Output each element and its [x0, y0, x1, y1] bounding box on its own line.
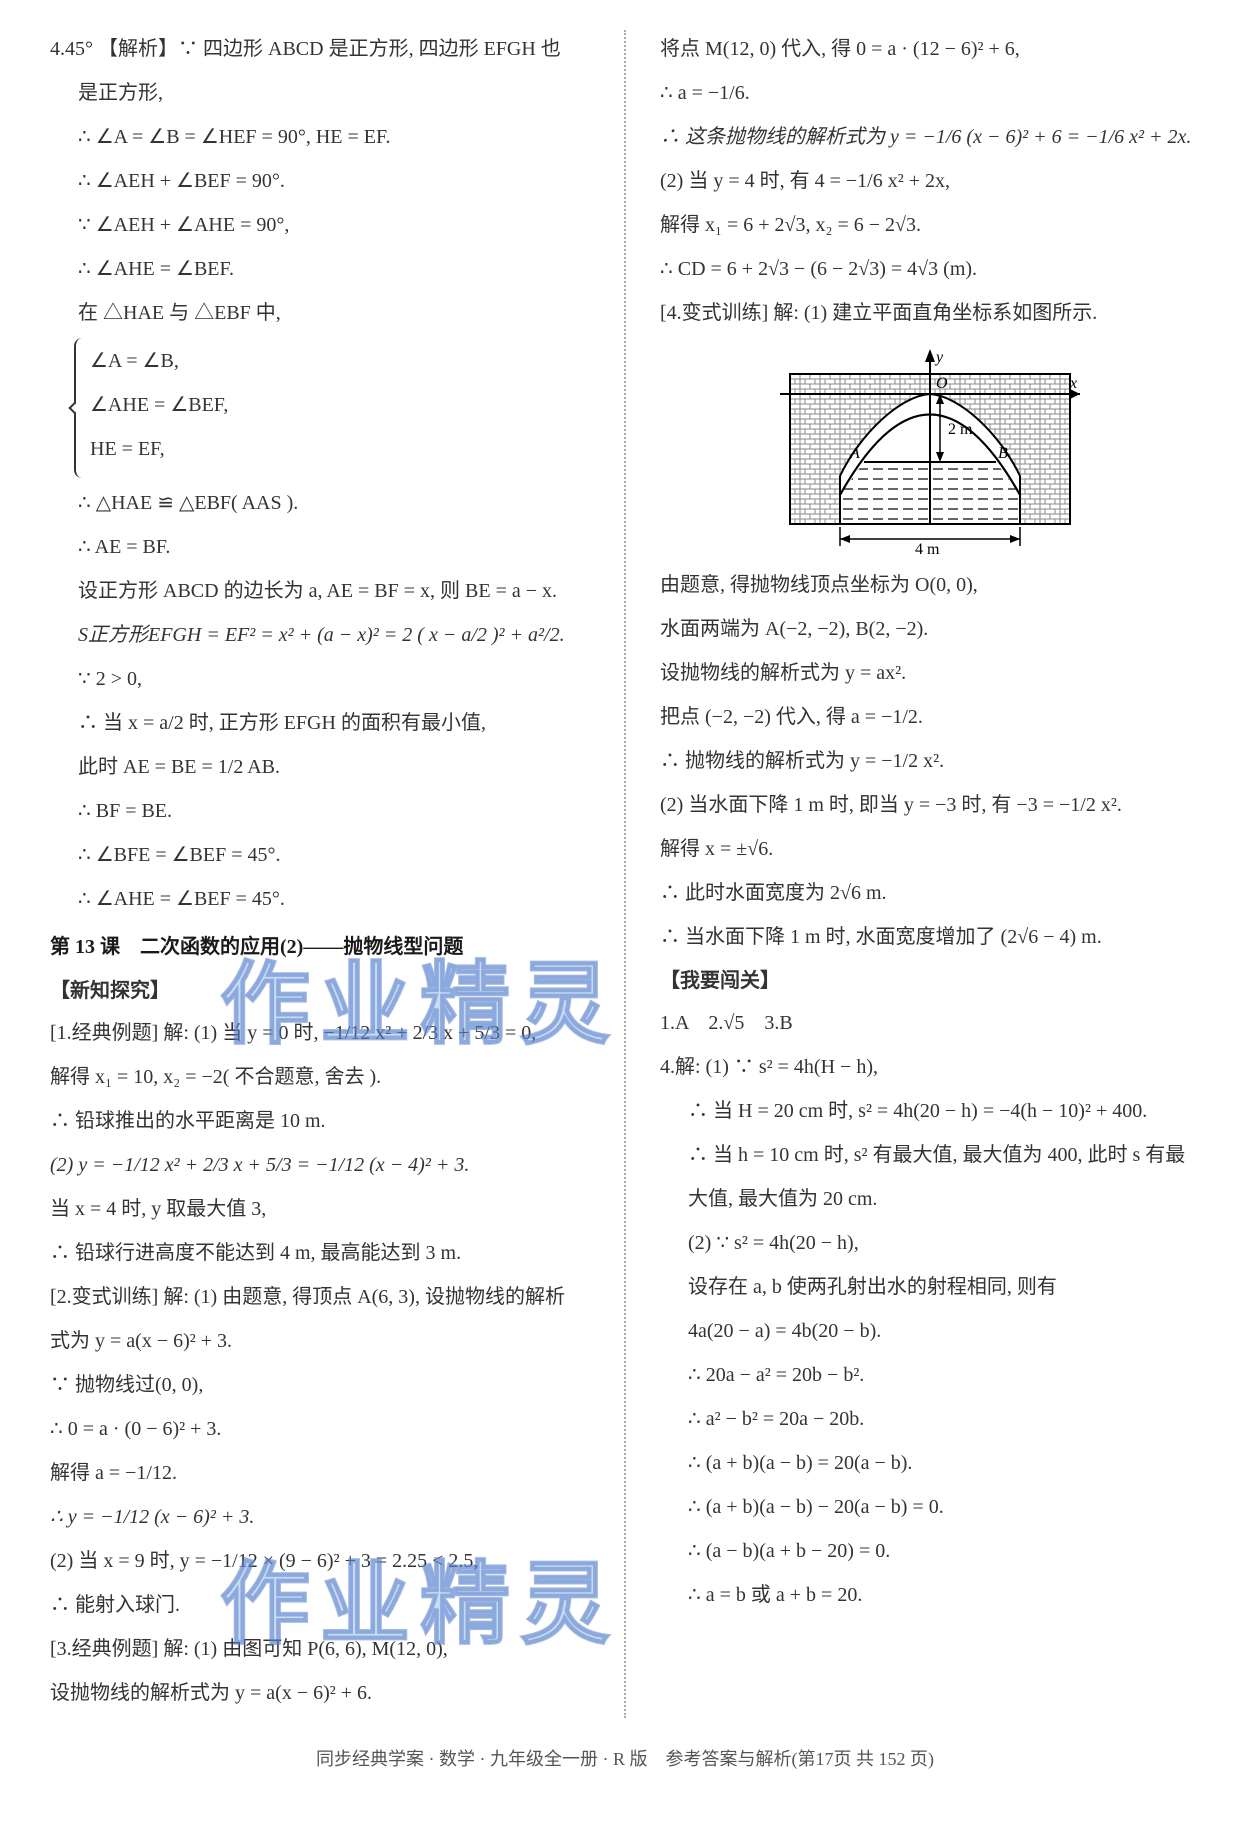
- column-divider: [624, 30, 626, 1718]
- text-line: ∴ (a − b)(a + b − 20) = 0.: [660, 1532, 1200, 1570]
- text-line: 解得 x₁ = 6 + 2√3, x₂ = 6 − 2√3.: [660, 206, 1200, 244]
- text-line: 4a(20 − a) = 4b(20 − b).: [660, 1312, 1200, 1350]
- label-4m: 4 m: [915, 541, 940, 554]
- text-line: (2) 当 x = 9 时, y = −1/12 × (9 − 6)² + 3 …: [50, 1542, 590, 1580]
- tunnel-svg: O x y A B 2 m 4 m: [780, 344, 1080, 554]
- equation-line: ∴ y = −1/12 (x − 6)² + 3.: [50, 1498, 590, 1536]
- text-line: 将点 M(12, 0) 代入, 得 0 = a · (12 − 6)² + 6,: [660, 30, 1200, 68]
- text-line: ∴ 此时水面宽度为 2√6 m.: [660, 874, 1200, 912]
- text-line: ∴ 铅球推出的水平距离是 10 m.: [50, 1102, 590, 1140]
- brace-line: ∠AHE = ∠BEF,: [90, 386, 590, 424]
- label-O: O: [936, 375, 948, 392]
- label-A: A: [849, 445, 860, 462]
- text-line: ∴ ∠AHE = ∠BEF = 45°.: [50, 880, 590, 918]
- text-line: ∴ BF = BE.: [50, 792, 590, 830]
- text-line: 是正方形,: [50, 74, 590, 112]
- brace-line: HE = EF,: [90, 430, 590, 468]
- equation-line: ∴ 这条抛物线的解析式为 y = −1/6 (x − 6)² + 6 = −1/…: [660, 118, 1200, 156]
- text-line: ∴ (a + b)(a − b) − 20(a − b) = 0.: [660, 1488, 1200, 1526]
- text-line: 此时 AE = BE = 1/2 AB.: [50, 748, 590, 786]
- brace-system: ∠A = ∠B, ∠AHE = ∠BEF, HE = EF,: [74, 338, 590, 478]
- right-column: 将点 M(12, 0) 代入, 得 0 = a · (12 − 6)² + 6,…: [660, 30, 1200, 1718]
- text-line: 解得 x = ±√6.: [660, 830, 1200, 868]
- text-line: 1.A 2.√5 3.B: [660, 1004, 1200, 1042]
- text-line: 解得 a = −1/12.: [50, 1454, 590, 1492]
- text-line: ∴ 20a − a² = 20b − b².: [660, 1356, 1200, 1394]
- text-line: ∴ △HAE ≌ △EBF( AAS ).: [50, 484, 590, 522]
- text-line: ∵ 抛物线过(0, 0),: [50, 1366, 590, 1404]
- parabola-tunnel-figure: O x y A B 2 m 4 m: [660, 344, 1200, 554]
- left-column: 4.45° 【解析】∵ 四边形 ABCD 是正方形, 四边形 EFGH 也 是正…: [50, 30, 590, 1718]
- text-line: 4.45° 【解析】∵ 四边形 ABCD 是正方形, 四边形 EFGH 也: [50, 30, 590, 68]
- text-line: ∴ ∠AHE = ∠BEF.: [50, 250, 590, 288]
- text-line: ∴ ∠AEH + ∠BEF = 90°.: [50, 162, 590, 200]
- label-y: y: [934, 349, 944, 366]
- equation-line: S正方形EFGH = EF² = x² + (a − x)² = 2 ( x −…: [50, 616, 590, 654]
- text-line: 设正方形 ABCD 的边长为 a, AE = BF = x, 则 BE = a …: [50, 572, 590, 610]
- text-line: ∴ 抛物线的解析式为 y = −1/2 x².: [660, 742, 1200, 780]
- text-line: ∴ CD = 6 + 2√3 − (6 − 2√3) = 4√3 (m).: [660, 250, 1200, 288]
- text-line: 4.解: (1) ∵ s² = 4h(H − h),: [660, 1048, 1200, 1086]
- text-line: [1.经典例题] 解: (1) 当 y = 0 时, −1/12 x² + 2/…: [50, 1014, 590, 1052]
- page-two-column: 4.45° 【解析】∵ 四边形 ABCD 是正方形, 四边形 EFGH 也 是正…: [50, 30, 1200, 1718]
- text-line: ∴ ∠A = ∠B = ∠HEF = 90°, HE = EF.: [50, 118, 590, 156]
- page-footer: 同步经典学案 · 数学 · 九年级全一册 · R 版 参考答案与解析(第17页 …: [50, 1742, 1200, 1776]
- text-line: (2) 当水面下降 1 m 时, 即当 y = −3 时, 有 −3 = −1/…: [660, 786, 1200, 824]
- label-2m: 2 m: [948, 421, 973, 438]
- text-line: [4.变式训练] 解: (1) 建立平面直角坐标系如图所示.: [660, 294, 1200, 332]
- text-line: (2) ∵ s² = 4h(20 − h),: [660, 1224, 1200, 1262]
- text-line: 当 x = 4 时, y 取最大值 3,: [50, 1190, 590, 1228]
- text-line: 大值, 最大值为 20 cm.: [660, 1180, 1200, 1218]
- text-line: ∴ (a + b)(a − b) = 20(a − b).: [660, 1444, 1200, 1482]
- text-line: 设抛物线的解析式为 y = a(x − 6)² + 6.: [50, 1674, 590, 1712]
- text-line: 把点 (−2, −2) 代入, 得 a = −1/2.: [660, 698, 1200, 736]
- subsection-heading: 【我要闯关】: [660, 962, 1200, 1000]
- text-line: ∴ 能射入球门.: [50, 1586, 590, 1624]
- text-line: ∴ 铅球行进高度不能达到 4 m, 最高能达到 3 m.: [50, 1234, 590, 1272]
- brace-line: ∠A = ∠B,: [90, 342, 590, 380]
- text-line: 水面两端为 A(−2, −2), B(2, −2).: [660, 610, 1200, 648]
- text-line: ∴ 当 x = a/2 时, 正方形 EFGH 的面积有最小值,: [50, 704, 590, 742]
- text-line: ∴ a² − b² = 20a − 20b.: [660, 1400, 1200, 1438]
- text-line: [3.经典例题] 解: (1) 由图可知 P(6, 6), M(12, 0),: [50, 1630, 590, 1668]
- text-line: 设存在 a, b 使两孔射出水的射程相同, 则有: [660, 1268, 1200, 1306]
- text-line: 由题意, 得抛物线顶点坐标为 O(0, 0),: [660, 566, 1200, 604]
- text-line: ∴ a = −1/6.: [660, 74, 1200, 112]
- text-line: ∴ 当水面下降 1 m 时, 水面宽度增加了 (2√6 − 4) m.: [660, 918, 1200, 956]
- lesson-title: 第 13 课 二次函数的应用(2)——抛物线型问题: [50, 928, 590, 966]
- equation-line: (2) y = −1/12 x² + 2/3 x + 5/3 = −1/12 (…: [50, 1146, 590, 1184]
- text-line: ∴ 0 = a · (0 − 6)² + 3.: [50, 1410, 590, 1448]
- text-line: 式为 y = a(x − 6)² + 3.: [50, 1322, 590, 1360]
- text-line: ∴ 当 h = 10 cm 时, s² 有最大值, 最大值为 400, 此时 s…: [660, 1136, 1200, 1174]
- text-line: ∵ ∠AEH + ∠AHE = 90°,: [50, 206, 590, 244]
- text-line: 解得 x₁ = 10, x₂ = −2( 不合题意, 舍去 ).: [50, 1058, 590, 1096]
- text-line: ∴ ∠BFE = ∠BEF = 45°.: [50, 836, 590, 874]
- text-line: ∴ a = b 或 a + b = 20.: [660, 1576, 1200, 1614]
- subsection-heading: 【新知探究】: [50, 972, 590, 1010]
- text-line: ∴ AE = BF.: [50, 528, 590, 566]
- label-B: B: [998, 445, 1008, 462]
- text-line: ∴ 当 H = 20 cm 时, s² = 4h(20 − h) = −4(h …: [660, 1092, 1200, 1130]
- text-line: (2) 当 y = 4 时, 有 4 = −1/6 x² + 2x,: [660, 162, 1200, 200]
- text-line: 设抛物线的解析式为 y = ax².: [660, 654, 1200, 692]
- text-line: ∵ 2 > 0,: [50, 660, 590, 698]
- text-line: [2.变式训练] 解: (1) 由题意, 得顶点 A(6, 3), 设抛物线的解…: [50, 1278, 590, 1316]
- text-line: 在 △HAE 与 △EBF 中,: [50, 294, 590, 332]
- label-x: x: [1069, 375, 1077, 392]
